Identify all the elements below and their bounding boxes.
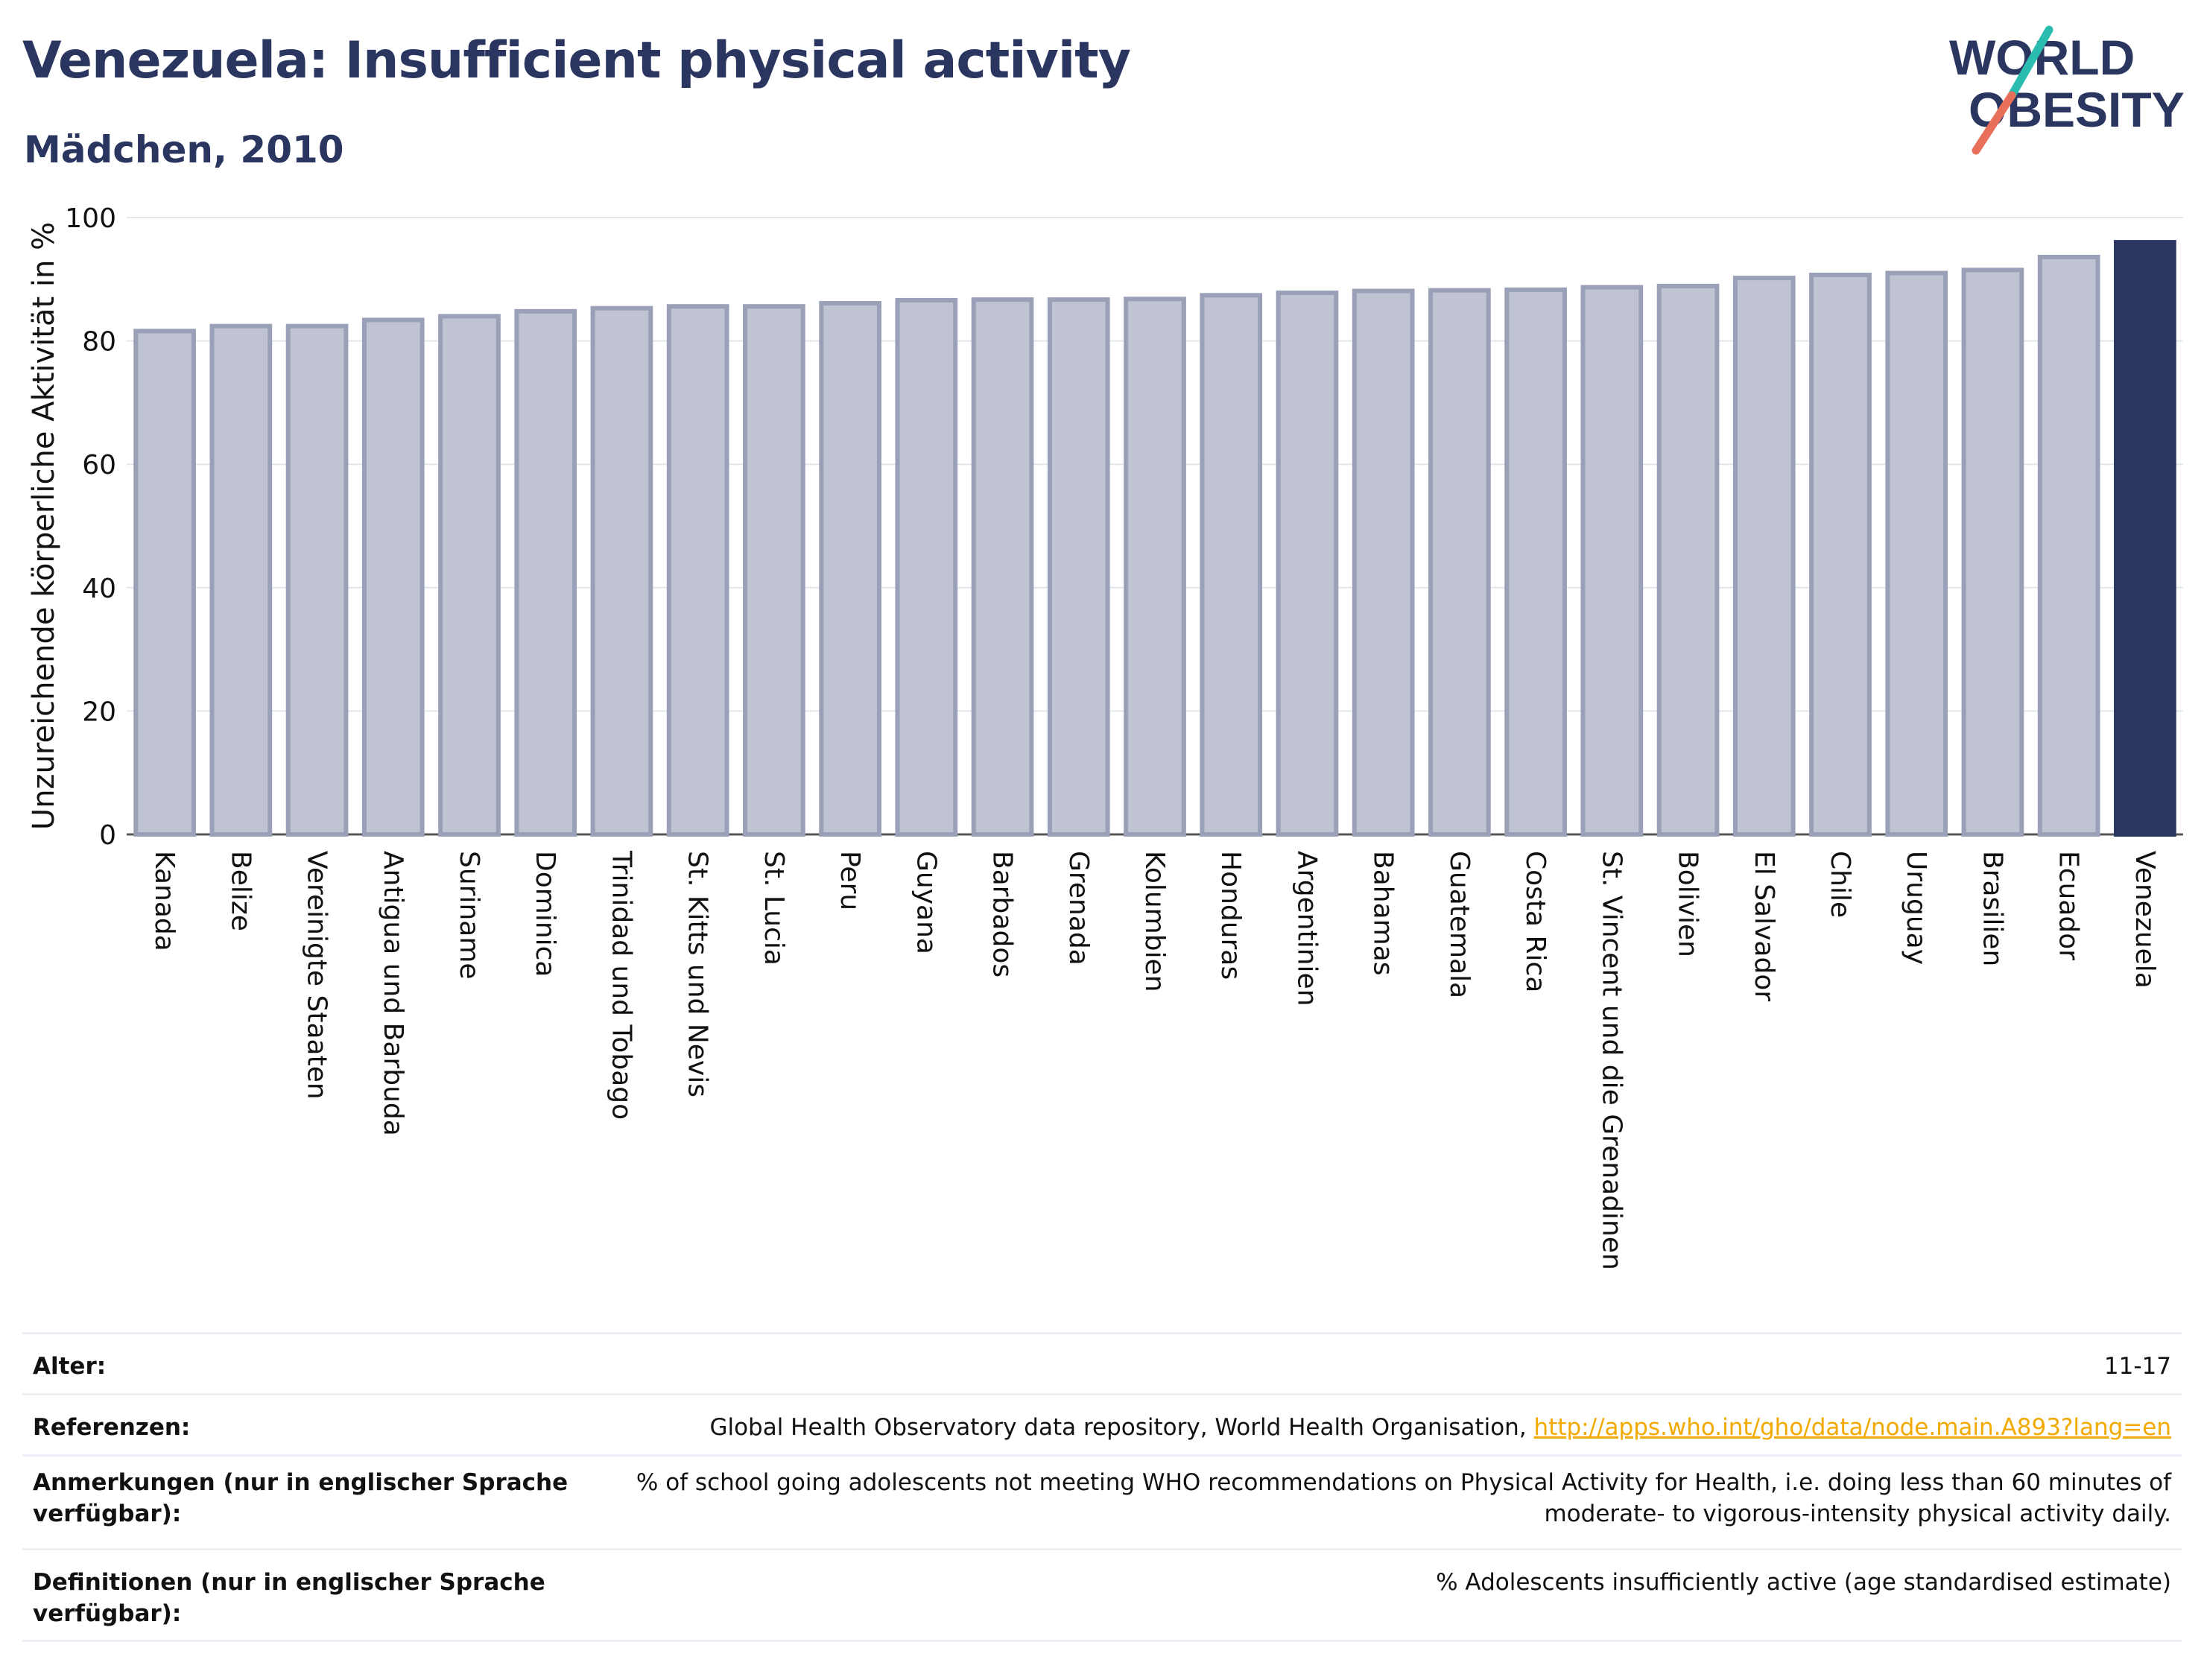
x-tick-label: Bahamas [1368,851,1399,976]
x-tick-label: Argentinien [1291,851,1322,1007]
info-value: % of school going adolescents not meetin… [636,1469,2171,1527]
logo-slash-bottom [1972,91,2016,155]
x-tick-label: Suriname [454,851,484,980]
y-tick-label: 100 [65,203,116,234]
bar[interactable] [1200,293,1263,837]
x-tick-label: Belize [225,851,256,931]
x-tick-label: Kolumbien [1139,851,1170,992]
x-tick-label: Guyana [911,851,941,954]
info-label: Referenzen: [33,1414,191,1441]
bar[interactable] [1504,287,1567,837]
x-tick-label: Grenada [1063,851,1094,966]
info-value: 11-17 [2103,1353,2171,1380]
x-tick-label: Dominica [530,851,560,977]
bar[interactable] [590,305,653,837]
x-tick-label: St. Lucia [759,851,789,966]
bar[interactable] [514,308,577,837]
bar[interactable] [1047,297,1110,837]
bar[interactable] [1961,267,2024,837]
x-tick-label: Bolivien [1673,851,1703,957]
bar[interactable] [971,297,1034,837]
x-tick-label: Chile [1825,851,1855,918]
bar[interactable] [819,301,881,837]
bar[interactable] [2037,254,2100,837]
info-value: % Adolescents insufficiently active (age… [1436,1569,2171,1596]
x-tick-label: Guatemala [1444,851,1475,998]
x-tick-label: Costa Rica [1520,851,1551,992]
x-tick-label: Honduras [1215,851,1246,980]
reference-link[interactable]: http://apps.who.int/gho/data/node.main.A… [1533,1414,2171,1441]
info-label: Alter: [33,1353,107,1380]
y-axis-ticks: 0 20 40 60 80 100 [65,203,116,851]
x-tick-label: Brasilien [1977,851,2007,966]
y-tick-label: 60 [82,450,116,481]
x-axis-ticks: Kanada Belize Vereinigte Staaten Antigua un… [149,850,2160,1270]
x-tick-label: Venezuela [2129,851,2160,989]
y-tick-label: 0 [99,820,116,851]
bar[interactable] [1428,288,1491,837]
bar[interactable] [1352,288,1415,837]
bar[interactable] [1124,297,1186,837]
logo-slash-top [2007,25,2053,100]
bar[interactable] [1809,273,1872,837]
x-tick-label: Barbados [987,851,1018,977]
x-tick-label: Antigua und Barbuda [378,851,408,1136]
x-tick-label: Vereinigte Staaten [302,851,332,1100]
bar-chart: 0 20 40 60 80 100 Kanada Belize Vereinigte Staa… [27,203,2183,1270]
info-row-definitions: Definitionen (nur in englischer Sprache … [22,1548,2182,1642]
bar[interactable] [1580,285,1644,837]
bars [133,240,2176,837]
info-row-references: Referenzen: Global Health Observatory da… [22,1393,2182,1454]
chart-title: Venezuela: Insufficient physical activit… [22,31,1131,90]
x-tick-label: Peru [835,851,865,910]
bar[interactable] [438,314,501,837]
chart-subtitle: Mädchen, 2010 [24,128,344,171]
info-table: Alter: 11-17 Referenzen: Global Health O… [22,1332,2182,1642]
y-tick-label: 80 [82,327,116,358]
info-row-notes: Anmerkungen (nur in englischer Sprache v… [22,1454,2182,1548]
bar[interactable] [361,317,425,837]
info-label: Anmerkungen (nur in englischer Sprache v… [33,1469,569,1527]
bar[interactable] [209,323,273,837]
x-tick-label: Trinidad und Tobago [606,850,636,1120]
info-value: Global Health Observatory data repositor… [709,1412,2171,1443]
reference-text: Global Health Observatory data repositor… [709,1414,1534,1441]
bar[interactable] [2114,240,2176,837]
bar[interactable] [133,329,196,837]
bar[interactable] [285,323,349,837]
bar[interactable] [1656,283,1720,837]
bar[interactable] [1732,276,1796,837]
x-tick-label: Ecuador [2053,851,2084,960]
bar[interactable] [1885,270,1948,837]
x-tick-label: Uruguay [1901,851,1931,965]
x-tick-label: El Salvador [1749,851,1779,1001]
x-tick-label: St. Vincent und die Grenadinen [1596,851,1627,1270]
info-row-age: Alter: 11-17 [22,1332,2182,1393]
info-label: Definitionen (nur in englischer Sprache … [33,1569,545,1627]
y-axis-label: Unzureichende körperliche Aktivität in % [27,222,61,830]
x-tick-label: St. Kitts und Nevis [683,851,713,1097]
bar[interactable] [743,304,805,837]
y-tick-label: 40 [82,574,116,604]
bar[interactable] [1276,291,1339,837]
y-tick-label: 20 [82,697,116,727]
x-tick-label: Kanada [149,851,180,951]
bar[interactable] [666,304,729,837]
bar[interactable] [895,297,958,837]
world-obesity-logo: WORLD OBESITY [1949,25,2185,155]
